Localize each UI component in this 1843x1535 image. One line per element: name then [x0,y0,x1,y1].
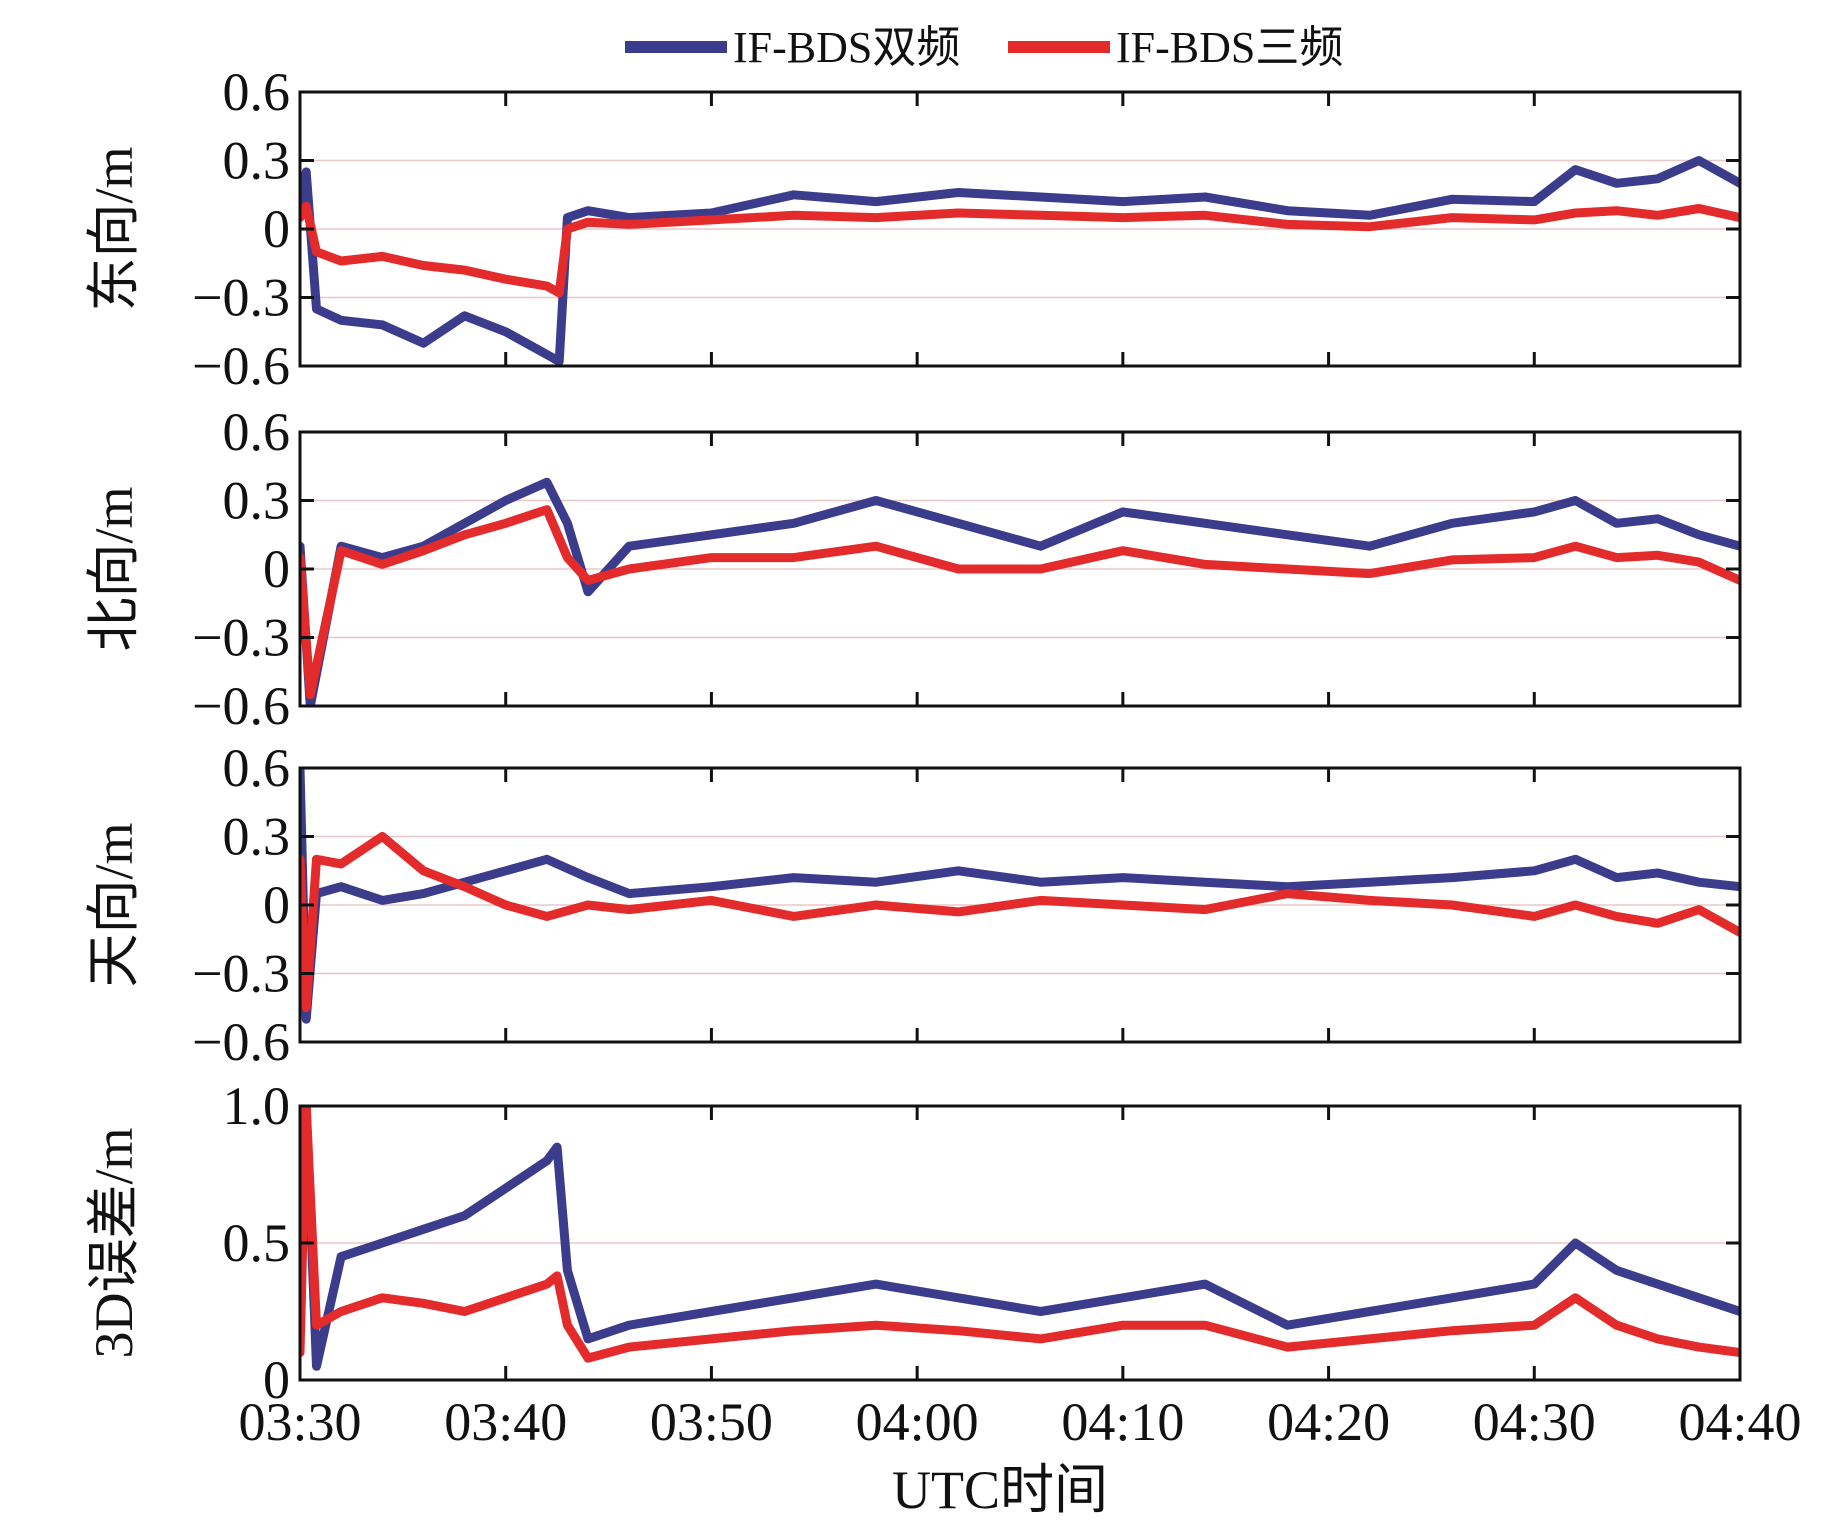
series-line-dual [300,768,1740,1024]
y-tick-label: 1.0 [223,1076,291,1136]
y-tick-label: 0 [263,199,290,259]
x-tick-label: 03:40 [444,1392,567,1452]
y-axis-label: 东向/m [84,146,144,311]
x-tick-labels: 03:30 03:40 03:50 04:00 04:10 04:20 04:30 04:40 [238,1392,1801,1452]
y-tick-label: 0.6 [223,738,291,798]
series-line-triple [300,505,1740,700]
y-tick-label: −0.3 [192,944,290,1004]
y-axis-label: 3D误差/m [84,1127,144,1358]
y-tick-label: −0.6 [192,1012,290,1072]
y-tick-label: 0 [263,875,290,935]
y-tick-label: 0.6 [223,62,291,122]
x-tick-label: 03:50 [650,1392,773,1452]
x-tick-label: 04:10 [1061,1392,1184,1452]
legend: IF-BDS双频 IF-BDS三频 [625,23,1343,72]
y-tick-label: 0.6 [223,402,291,462]
y-axis-label: 北向/m [84,486,144,651]
y-tick-label: −0.6 [192,336,290,396]
series-line-dual [300,1106,1740,1371]
x-tick-label: 04:30 [1473,1392,1596,1452]
series-line-triple [300,832,1740,1013]
series-line-triple [300,1106,1740,1363]
x-axis-label: UTC时间 [892,1460,1108,1520]
panel-2: −0.6 −0.3 0 0.3 0.6 北向/m [84,402,1742,736]
y-tick-label: 0 [263,539,290,599]
panel-4: 0 0.5 1.0 3D误差/m [84,1076,1742,1410]
y-tick-label: 0 [263,1350,290,1410]
y-tick-label: 0.5 [223,1213,291,1273]
series-line-triple [300,201,1740,298]
y-tick-label: −0.3 [192,268,290,328]
series-line-dual [300,477,1740,706]
y-tick-label: −0.6 [192,676,290,736]
y-tick-label: 0.3 [223,807,291,867]
y-tick-label: −0.3 [192,608,290,668]
x-tick-label: 04:20 [1267,1392,1390,1452]
legend-label-triple: IF-BDS三频 [1116,23,1343,72]
panel-3: −0.6 −0.3 0 0.3 0.6 天向/m [84,738,1742,1072]
y-tick-label: 0.3 [223,131,291,191]
x-tick-label: 03:30 [238,1392,361,1452]
y-axis-label: 天向/m [84,822,144,987]
legend-label-dual: IF-BDS双频 [733,23,960,72]
x-tick-label: 04:00 [856,1392,979,1452]
x-tick-label: 04:40 [1678,1392,1801,1452]
series-line-dual [300,156,1740,366]
panel-1: −0.6 −0.3 0 0.3 0.6 东向/m [84,62,1742,396]
y-tick-label: 0.3 [223,471,291,531]
panels: −0.6−0.300.30.6东向/m−0.6−0.300.30.6北向/m−0… [84,62,1742,1410]
